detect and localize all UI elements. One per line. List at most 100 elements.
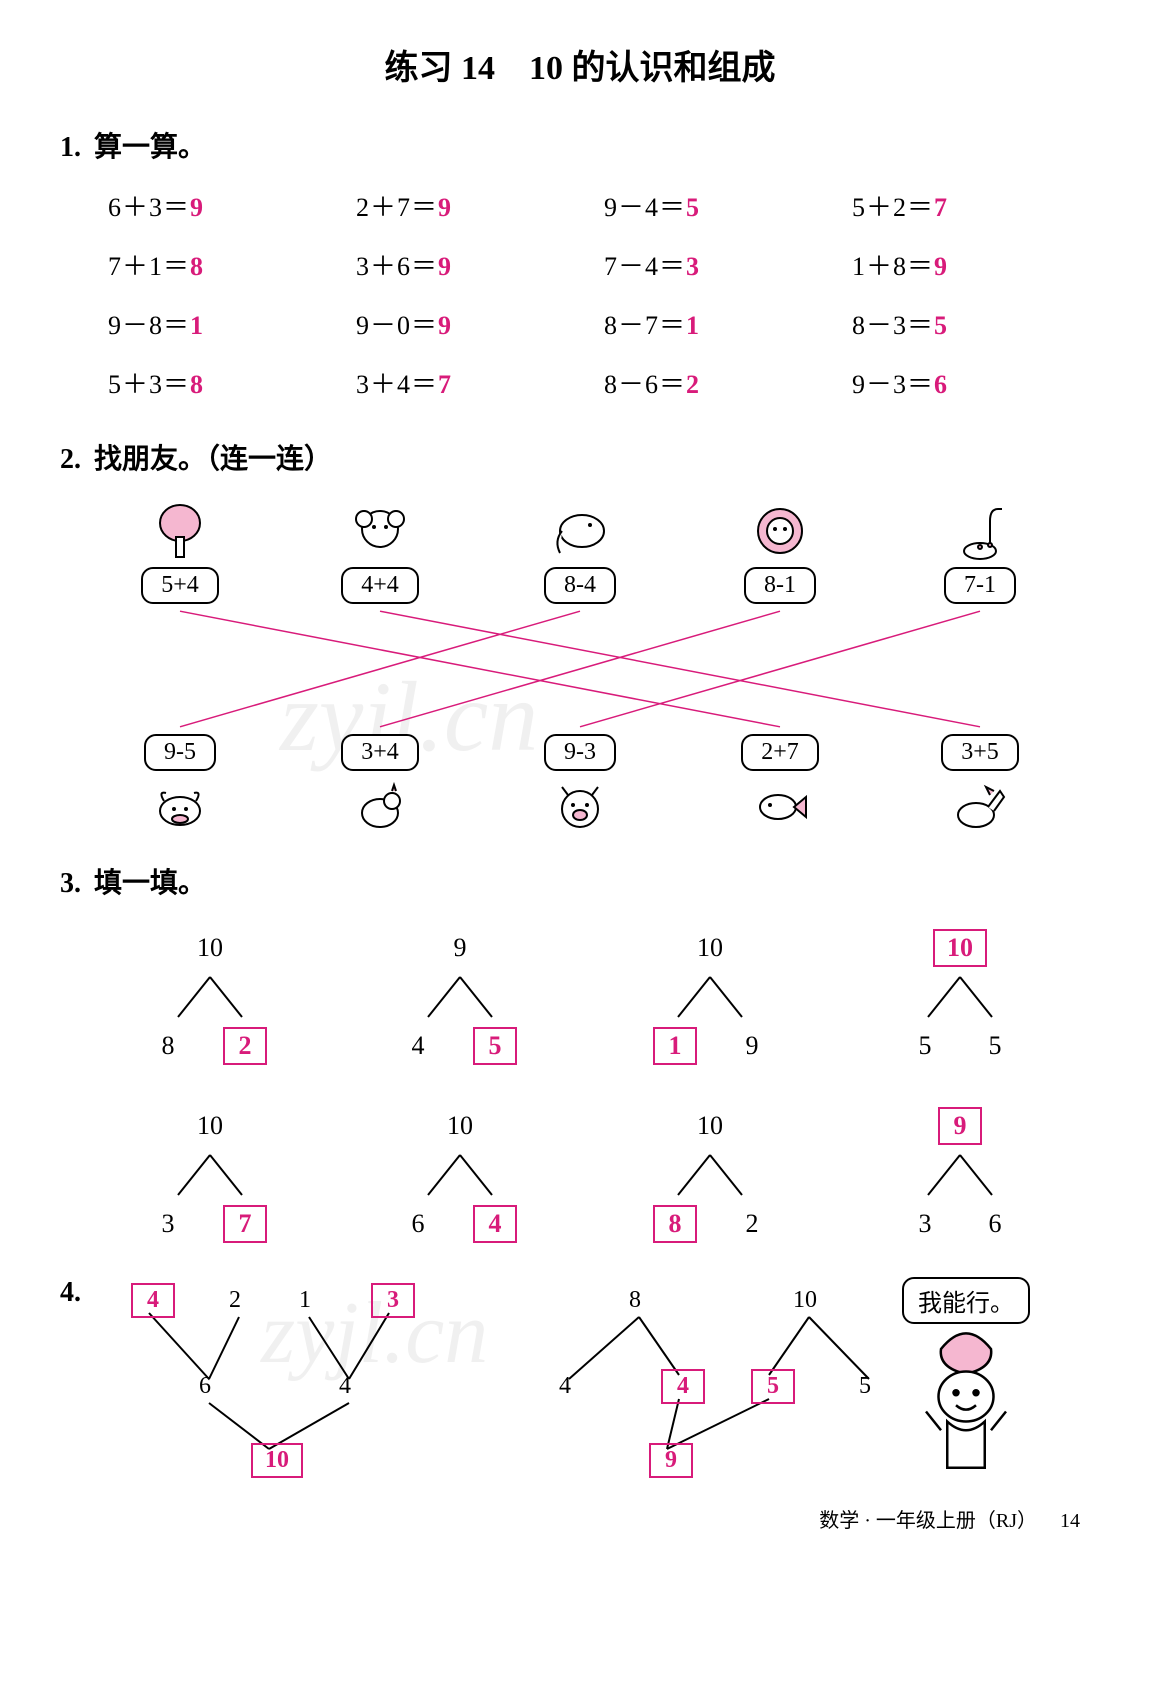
equation-answer: 5 [934,311,948,340]
tree-answer: 5 [751,1369,795,1404]
equation-lhs: 9－0＝ [356,311,438,340]
number-bond: 10 5 5 [850,923,1070,1071]
s2-title: 找朋友。（连一连） [94,444,332,475]
equation-answer: 1 [190,311,204,340]
s4-num: 4. [60,1277,81,1309]
bond-value: 8 [153,1031,183,1061]
equation-answer: 1 [686,311,700,340]
bond-value: 5 [980,1031,1010,1061]
equation-lhs: 5＋3＝ [108,370,190,399]
equation-lhs: 1＋8＝ [852,252,934,281]
number-bond: 9 45 [350,923,570,1071]
bond-value: 5 [910,1031,940,1061]
equation-lhs: 7－4＝ [604,252,686,281]
equation-answer: 9 [438,193,452,222]
page-footer: 数学 · 一年级上册（RJ） 14 [60,1504,1100,1533]
tree-value: 4 [331,1373,359,1400]
equation-grid: 6＋3＝92＋7＝99－4＝55＋2＝77＋1＝83＋6＝97－4＝31＋8＝9… [60,187,1100,401]
equation-answer: 9 [934,252,948,281]
equation-lhs: 3＋6＝ [356,252,438,281]
equation-cell: 5＋2＝7 [852,187,1100,224]
equation-cell: 7＋1＝8 [108,246,356,283]
tree-value: 6 [191,1373,219,1400]
equation-cell: 8－3＝5 [852,305,1100,342]
bond-value: 3 [910,1209,940,1239]
number-bond: 10 82 [600,1101,820,1249]
equation-cell: 2＋7＝9 [356,187,604,224]
page-title: 练习 14 10 的认识和组成 [60,40,1100,89]
equation-answer: 7 [934,193,948,222]
bond-answer: 2 [223,1027,267,1065]
equation-answer: 9 [438,311,452,340]
equation-lhs: 9－4＝ [604,193,686,222]
footer-text: 数学 · 一年级上册（RJ） [819,1510,1037,1532]
tree-answer: 4 [661,1369,705,1404]
bond-value: 6 [980,1209,1010,1239]
equation-cell: 8－6＝2 [604,364,852,401]
bond-wires [660,1151,760,1199]
section-2-head: 2.找朋友。（连一连） [60,437,1100,477]
bond-value: 9 [737,1031,767,1061]
section-4: 4. zyjl.cn 4213641081044559 我能行。 [60,1273,1100,1474]
s3-num: 3. [60,868,94,900]
tree-value: 5 [851,1373,879,1400]
bond-wires [160,973,260,1021]
bond-value: 10 [695,933,725,963]
bond-value: 9 [445,933,475,963]
bond-wires [410,1151,510,1199]
equation-answer: 2 [686,370,700,399]
number-bond: 10 3 7 [100,1101,320,1249]
page-number: 14 [1060,1510,1080,1533]
bond-value: 10 [195,933,225,963]
bond-value: 2 [737,1209,767,1239]
number-bond: 9 36 [850,1101,1070,1249]
equation-cell: 3＋4＝7 [356,364,604,401]
tree-value: 4 [551,1373,579,1400]
equation-answer: 5 [686,193,700,222]
equation-lhs: 8－7＝ [604,311,686,340]
tree-value: 8 [621,1287,649,1314]
s2-num: 2. [60,444,94,476]
number-bond: 10 1 9 [600,923,820,1071]
cheer-figure: 我能行。 [901,1273,1031,1474]
tree-answer: 9 [649,1443,693,1478]
equation-lhs: 3＋4＝ [356,370,438,399]
equation-answer: 8 [190,252,204,281]
tree-answer: 4 [131,1283,175,1318]
match-lines [80,499,1080,839]
bond-answer: 1 [653,1027,697,1065]
bond-value: 10 [195,1111,225,1141]
equation-cell: 3＋6＝9 [356,246,604,283]
equation-lhs: 2＋7＝ [356,193,438,222]
number-bond: 10 8 2 [100,923,320,1071]
equation-cell: 8－7＝1 [604,305,852,342]
number-bond: 10 64 [350,1101,570,1249]
equation-cell: 1＋8＝9 [852,246,1100,283]
equation-lhs: 9－3＝ [852,370,934,399]
bond-wires [160,1151,260,1199]
bond-answer: 10 [933,929,987,967]
equation-answer: 9 [190,193,204,222]
matching-exercise: zyjl.cn 5+44+48-48-17-1 9-53+49-32+73+5 [80,499,1080,839]
number-tree-area: zyjl.cn 4213641081044559 [91,1273,871,1473]
bond-answer: 5 [473,1027,517,1065]
equation-answer: 9 [438,252,452,281]
tree-value: 10 [791,1287,819,1314]
equation-cell: 7－4＝3 [604,246,852,283]
equation-lhs: 8－3＝ [852,311,934,340]
bond-answer: 7 [223,1205,267,1243]
equation-answer: 8 [190,370,204,399]
section-3-head: 3.填一填。 [60,861,1100,901]
equation-cell: 5＋3＝8 [108,364,356,401]
tree-value: 1 [291,1287,319,1314]
bond-wires [910,1151,1010,1199]
s1-title: 算一算。 [94,132,206,163]
bond-value: 3 [153,1209,183,1239]
number-bond-grid: 10 8 2 9 45 10 1 9 10 5 5 10 3 7 10 [60,923,1100,1249]
section-1-head: 1.算一算。 [60,125,1100,165]
equation-cell: 9－0＝9 [356,305,604,342]
equation-lhs: 9－8＝ [108,311,190,340]
equation-lhs: 6＋3＝ [108,193,190,222]
equation-cell: 9－4＝5 [604,187,852,224]
equation-answer: 7 [438,370,452,399]
